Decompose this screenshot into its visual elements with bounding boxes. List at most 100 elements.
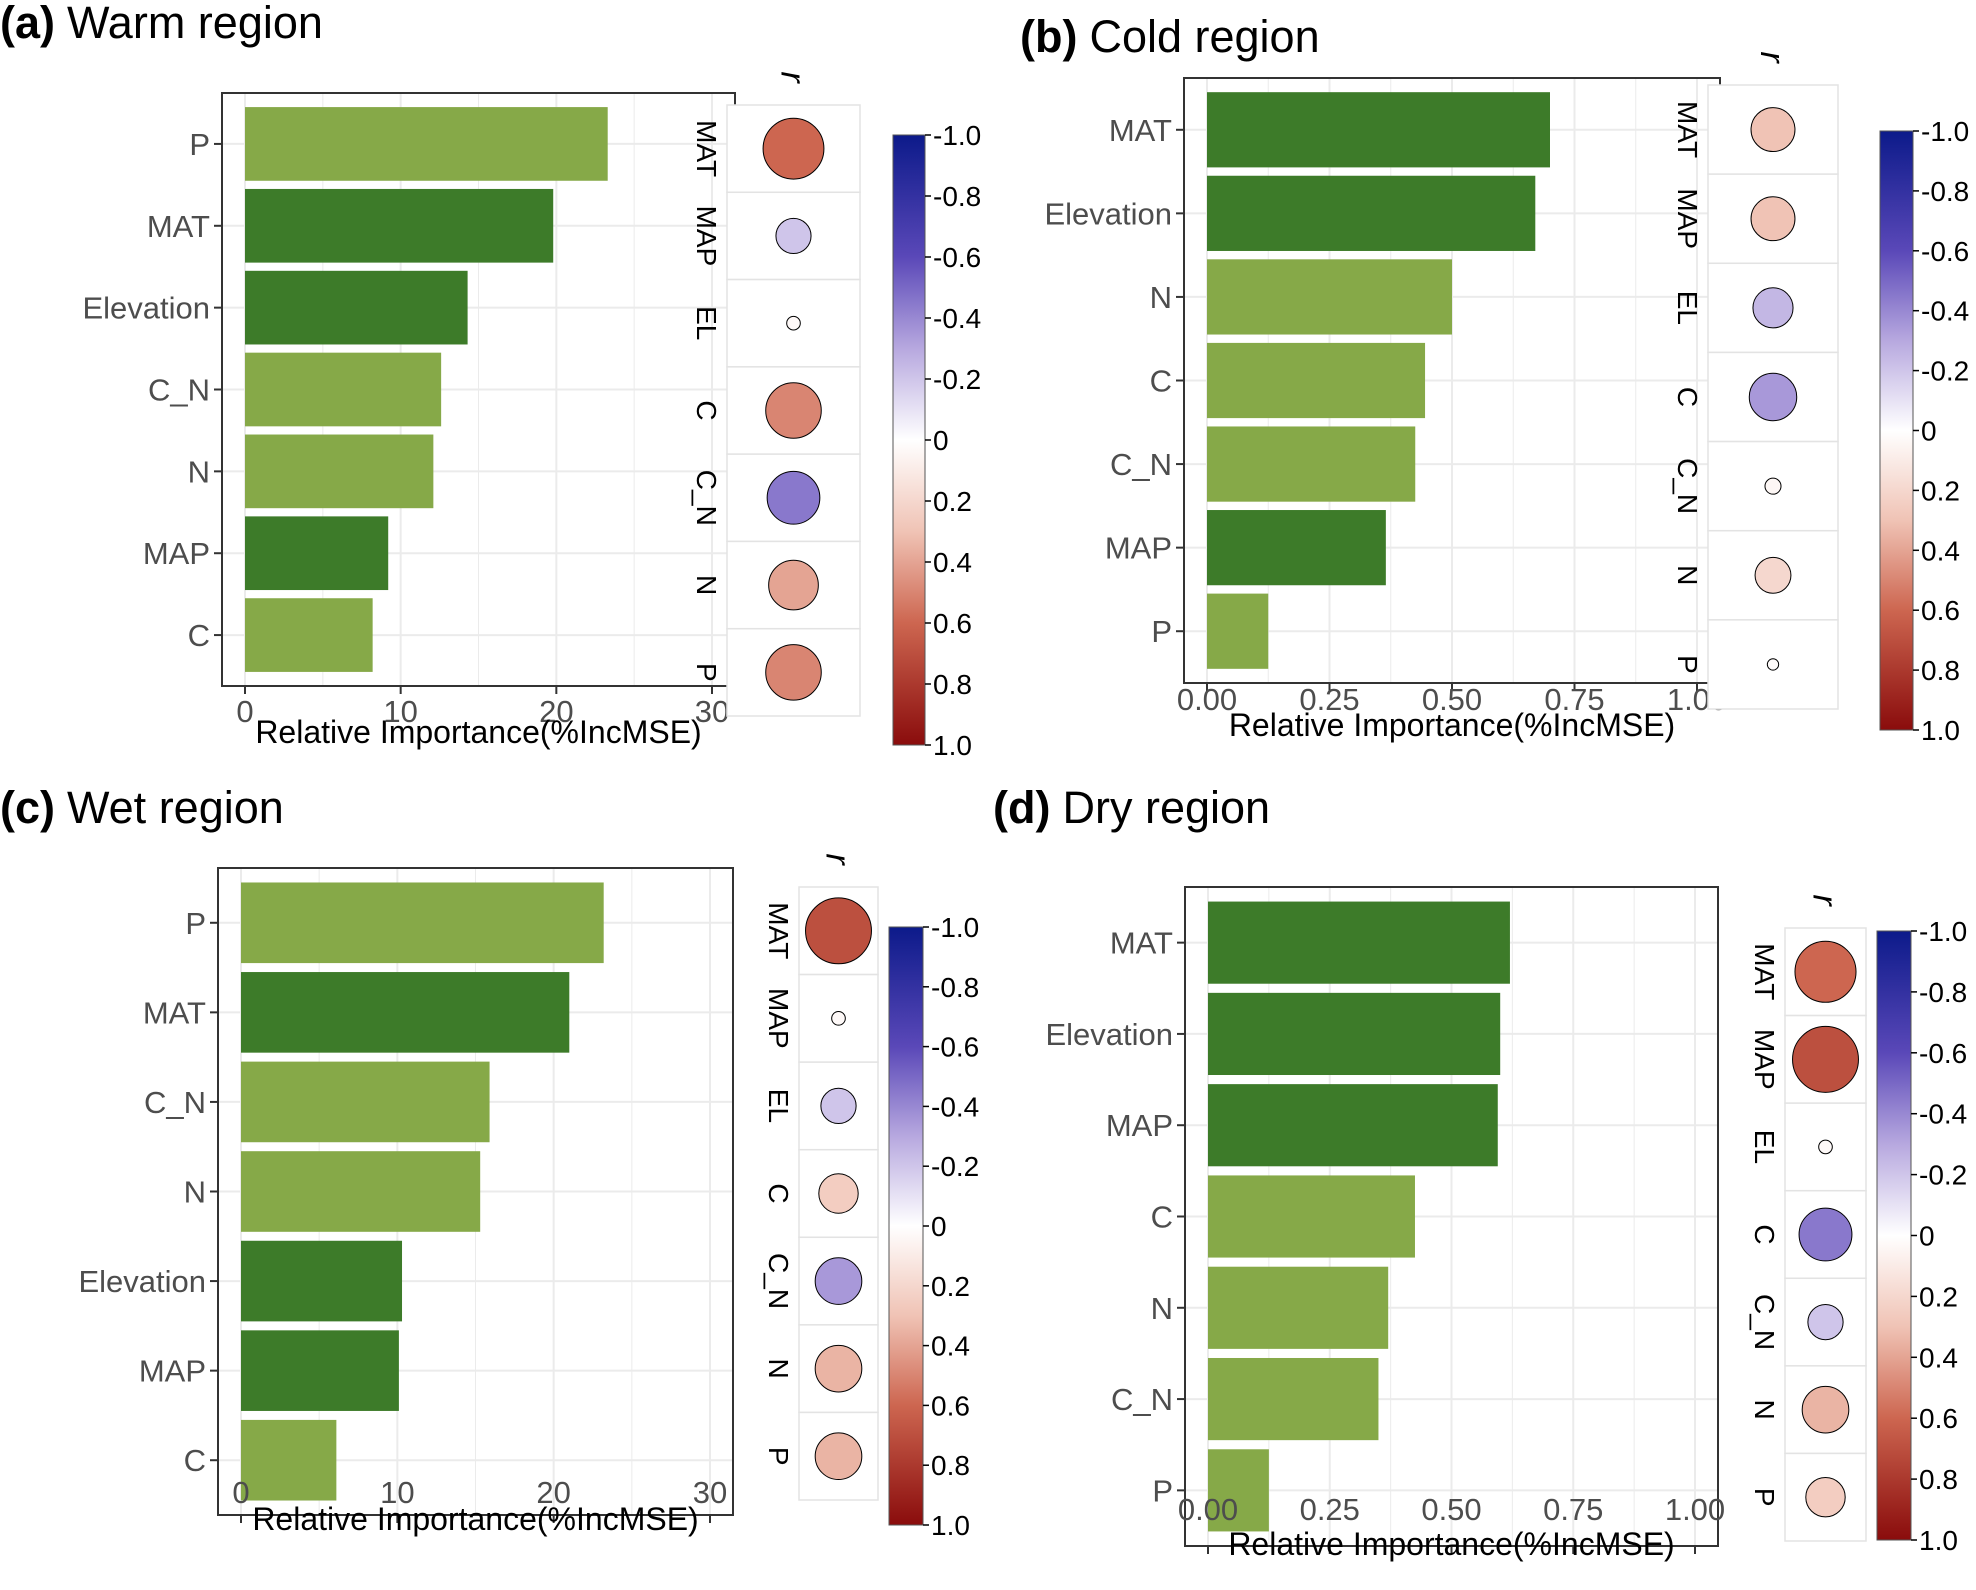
x-axis-label: Relative Importance(%IncMSE)	[252, 1501, 698, 1537]
y-tick-label: C_N	[144, 1085, 206, 1120]
y-tick-label: N	[1150, 280, 1172, 315]
correlation-variable-label: C	[691, 400, 722, 420]
panel-title: (d) Dry region	[993, 782, 1270, 833]
bar	[241, 1419, 337, 1501]
colorbar-tick-label: -0.2	[1921, 356, 1969, 387]
colorbar-tick-label: -0.4	[1921, 296, 1969, 327]
y-tick-label: Elevation	[1045, 1017, 1173, 1052]
correlation-variable-label: MAP	[763, 988, 794, 1049]
correlation-circle	[1752, 287, 1794, 329]
correlation-variable-label: C	[1749, 1224, 1780, 1244]
correlation-circle	[1750, 107, 1796, 153]
bar	[245, 434, 434, 509]
bar	[1207, 259, 1452, 335]
y-tick-label: MAT	[1110, 926, 1173, 961]
bar	[245, 598, 373, 672]
bar	[1207, 175, 1536, 251]
correlation-circle	[1807, 1303, 1844, 1341]
correlation-label: r	[1753, 51, 1791, 64]
colorbar-tick-label: -1.0	[931, 912, 979, 943]
colorbar-tick-label: 0.6	[933, 608, 972, 639]
correlation-variable-label: MAT	[1749, 943, 1780, 1000]
correlation-variable-label: P	[691, 663, 722, 682]
x-tick-label: 0.50	[1422, 682, 1482, 717]
colorbar-tick-label: -0.8	[1919, 977, 1967, 1008]
colorbar-tick-label: -0.6	[1921, 236, 1969, 267]
panel-letter: (b)	[1020, 11, 1077, 62]
y-tick-label: C	[188, 618, 210, 653]
x-tick-label: 0.00	[1177, 682, 1237, 717]
panel-letter: (c)	[0, 782, 55, 833]
correlation-variable-label: C_N	[691, 470, 722, 526]
correlation-variable-label: N	[1749, 1400, 1780, 1420]
y-tick-label: Elevation	[78, 1264, 206, 1299]
correlation-circle	[762, 117, 825, 180]
x-axis-label: Relative Importance(%IncMSE)	[1229, 707, 1675, 743]
y-tick-label: MAP	[1106, 1108, 1173, 1143]
colorbar-tick-label: 1.0	[1921, 715, 1960, 746]
correlation-circle	[805, 897, 872, 965]
bar	[241, 1330, 399, 1411]
x-tick-label: 0.50	[1421, 1492, 1481, 1527]
correlation-circle	[814, 1257, 863, 1305]
x-tick-label: 0	[236, 694, 253, 729]
colorbar-tick-label: 0.6	[1921, 595, 1960, 626]
bar	[241, 1151, 481, 1232]
colorbar-tick-label: 0.4	[1919, 1342, 1958, 1373]
y-tick-label: C_N	[1110, 447, 1172, 482]
correlation-circle	[814, 1432, 863, 1481]
colorbar-tick-label: -0.6	[931, 1032, 979, 1063]
x-tick-label: 0.75	[1543, 1492, 1603, 1527]
panel-title: (c) Wet region	[0, 782, 284, 833]
panel-letter: (d)	[993, 782, 1050, 833]
correlation-circle	[1764, 477, 1782, 495]
y-tick-label: C	[184, 1443, 206, 1478]
bar	[245, 352, 442, 427]
bar	[1208, 1084, 1498, 1167]
bar	[1208, 1357, 1379, 1441]
bar	[241, 882, 604, 964]
correlation-cell	[1784, 1277, 1867, 1367]
colorbar-tick-label: 0.8	[931, 1450, 970, 1481]
bar	[1208, 1266, 1389, 1349]
correlation-circle	[831, 1011, 846, 1026]
colorbar-tick-label: 0	[933, 425, 949, 456]
y-tick-label: MAT	[143, 995, 206, 1030]
correlation-circle	[1748, 372, 1798, 422]
colorbar	[1879, 130, 1914, 731]
colorbar	[892, 134, 926, 746]
y-tick-label: MAP	[139, 1354, 206, 1389]
correlation-variable-label: P	[763, 1447, 794, 1466]
x-tick-label: 0.25	[1299, 682, 1359, 717]
correlation-variable-label: C_N	[1672, 458, 1703, 514]
colorbar-tick-label: -0.4	[931, 1091, 979, 1122]
bar	[1208, 992, 1501, 1076]
x-tick-label: 10	[383, 694, 417, 729]
colorbar-tick-label: -0.2	[933, 364, 981, 395]
bar	[241, 972, 570, 1053]
correlation-label: r	[774, 71, 812, 84]
correlation-circle	[1794, 940, 1857, 1003]
correlation-circle	[1805, 1477, 1846, 1518]
correlation-circle	[765, 382, 822, 439]
colorbar-tick-label: -0.2	[1919, 1160, 1967, 1191]
colorbar-tick-label: -0.8	[931, 972, 979, 1003]
correlation-variable-label: C	[1672, 387, 1703, 407]
y-tick-label: MAP	[1105, 531, 1172, 566]
x-axis-label: Relative Importance(%IncMSE)	[255, 714, 701, 750]
y-tick-label: C	[1150, 364, 1172, 399]
y-tick-label: C_N	[1111, 1382, 1173, 1417]
y-tick-label: MAT	[147, 209, 210, 244]
panel-1: (a) Warm region P MAT Elevation C_N N MAP C 0 10 20…	[0, 0, 981, 761]
correlation-variable-label: MAP	[1749, 1029, 1780, 1090]
colorbar-tick-label: 1.0	[931, 1510, 970, 1541]
colorbar-tick-label: -1.0	[1921, 116, 1969, 147]
colorbar-tick-label: 0.8	[1921, 655, 1960, 686]
x-tick-label: 10	[380, 1475, 414, 1510]
correlation-variable-label: N	[1672, 565, 1703, 585]
colorbar-tick-label: -0.6	[933, 242, 981, 273]
correlation-circle	[1750, 196, 1796, 242]
x-tick-label: 20	[536, 1475, 570, 1510]
